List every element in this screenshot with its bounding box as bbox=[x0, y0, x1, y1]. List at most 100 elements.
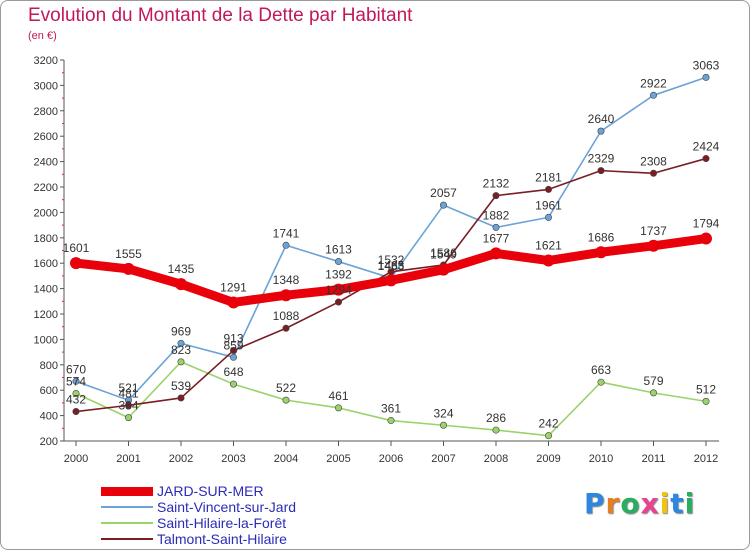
y-tick-label: 400 bbox=[40, 411, 58, 423]
series-point-2 bbox=[597, 378, 605, 386]
x-tick-label: 2006 bbox=[379, 453, 403, 465]
x-tick-label: 2004 bbox=[274, 453, 298, 465]
data-label: 1088 bbox=[273, 309, 300, 323]
logo-letter: o bbox=[620, 487, 641, 520]
data-label: 324 bbox=[433, 406, 453, 420]
series-point-0 bbox=[175, 278, 187, 291]
data-label: 1586 bbox=[430, 246, 457, 260]
data-label: 461 bbox=[328, 389, 348, 403]
series-point-2 bbox=[702, 397, 710, 405]
data-label: 539 bbox=[171, 379, 191, 393]
data-label: 1741 bbox=[273, 226, 300, 240]
data-label: 1392 bbox=[325, 268, 352, 282]
series-point-0 bbox=[647, 239, 660, 252]
legend-label: JARD-SUR-MER bbox=[157, 483, 264, 499]
series-point-0 bbox=[595, 246, 607, 259]
data-label: 1613 bbox=[325, 243, 352, 257]
series-point-3 bbox=[72, 408, 80, 416]
logo-letter: t bbox=[670, 487, 685, 520]
series-point-2 bbox=[649, 389, 657, 397]
legend-swatch bbox=[101, 506, 153, 508]
logo-letter: i bbox=[659, 487, 671, 520]
data-label: 3063 bbox=[693, 58, 720, 72]
y-tick-label: 200 bbox=[40, 436, 58, 448]
data-label: 913 bbox=[223, 331, 243, 345]
data-label: 574 bbox=[66, 375, 86, 389]
data-label: 521 bbox=[118, 381, 138, 395]
data-label: 1961 bbox=[535, 198, 562, 212]
y-tick-label: 1400 bbox=[34, 284, 58, 296]
data-label: 859 bbox=[223, 338, 243, 352]
data-label: 2922 bbox=[640, 76, 667, 90]
series-point-2 bbox=[544, 432, 552, 440]
x-tick-label: 2011 bbox=[642, 453, 666, 465]
series-point-1 bbox=[544, 213, 552, 221]
series-point-0 bbox=[227, 296, 240, 309]
data-label: 2640 bbox=[588, 112, 615, 126]
series-point-1 bbox=[439, 201, 447, 209]
x-tick-label: 2012 bbox=[694, 453, 718, 465]
y-tick-label: 2400 bbox=[34, 157, 58, 169]
y-tick-label: 600 bbox=[40, 385, 58, 397]
series-point-0 bbox=[70, 257, 82, 270]
logo-letter: i bbox=[684, 487, 696, 520]
data-label: 2181 bbox=[535, 170, 562, 184]
data-label: 2308 bbox=[640, 154, 667, 168]
data-label: 969 bbox=[171, 324, 191, 338]
data-label: 1555 bbox=[115, 247, 142, 261]
y-tick-label: 3000 bbox=[34, 80, 58, 92]
data-label: 522 bbox=[276, 381, 296, 395]
series-point-0 bbox=[542, 254, 555, 267]
y-tick-label: 2600 bbox=[34, 131, 58, 143]
data-label: 1794 bbox=[693, 217, 720, 231]
y-tick-label: 2200 bbox=[34, 182, 58, 194]
series-point-2 bbox=[125, 414, 133, 422]
series-point-3 bbox=[492, 192, 500, 200]
data-label: 1348 bbox=[273, 273, 300, 287]
legend-swatch bbox=[101, 538, 153, 540]
series-point-0 bbox=[700, 232, 712, 245]
y-tick-label: 2000 bbox=[34, 207, 58, 219]
data-label: 2057 bbox=[430, 186, 457, 200]
x-tick-label: 2003 bbox=[221, 453, 245, 465]
x-tick-label: 2001 bbox=[116, 453, 140, 465]
data-label: 579 bbox=[643, 374, 663, 388]
data-label: 2329 bbox=[588, 152, 615, 166]
data-label: 512 bbox=[696, 382, 716, 396]
series-point-0 bbox=[332, 283, 345, 296]
data-label: 1677 bbox=[483, 231, 510, 245]
data-label: 663 bbox=[591, 363, 611, 377]
data-labels-layer: 1601 1555 1435 1291 1348 1392 1465 1549 1677 1621… bbox=[63, 58, 720, 430]
series-point-1 bbox=[230, 353, 238, 361]
series-point-3 bbox=[125, 401, 133, 409]
x-tick-label: 2007 bbox=[431, 453, 455, 465]
logo-letter: r bbox=[605, 487, 621, 520]
data-label: 1291 bbox=[220, 280, 247, 294]
series-point-1 bbox=[282, 241, 290, 249]
series-point-2 bbox=[230, 380, 238, 388]
chart-title: Evolution du Montant de la Dette par Hab… bbox=[28, 5, 413, 26]
data-label: 1465 bbox=[378, 258, 405, 272]
data-label: 1549 bbox=[430, 248, 457, 262]
logo-letter: P bbox=[584, 487, 606, 520]
series-point-1 bbox=[492, 223, 500, 231]
series-point-3 bbox=[597, 167, 605, 175]
data-label: 1686 bbox=[588, 230, 615, 244]
series-point-2 bbox=[282, 396, 290, 404]
series-point-2 bbox=[334, 404, 342, 412]
y-tick-label: 3200 bbox=[34, 55, 58, 67]
series-point-0 bbox=[385, 274, 397, 287]
legend-swatch bbox=[101, 522, 153, 524]
data-label: 1294 bbox=[325, 283, 352, 297]
legend-label: Talmont-Saint-Hilaire bbox=[157, 531, 287, 547]
chart-unit: (en €) bbox=[28, 30, 57, 42]
series-layer bbox=[70, 73, 712, 440]
series-point-3 bbox=[702, 155, 710, 163]
series-point-3 bbox=[334, 298, 342, 306]
series-point-1 bbox=[72, 377, 80, 385]
data-label: 1483 bbox=[378, 259, 405, 273]
series-point-1 bbox=[702, 73, 710, 81]
y-tick-label: 800 bbox=[40, 360, 58, 372]
series-point-2 bbox=[72, 390, 80, 398]
